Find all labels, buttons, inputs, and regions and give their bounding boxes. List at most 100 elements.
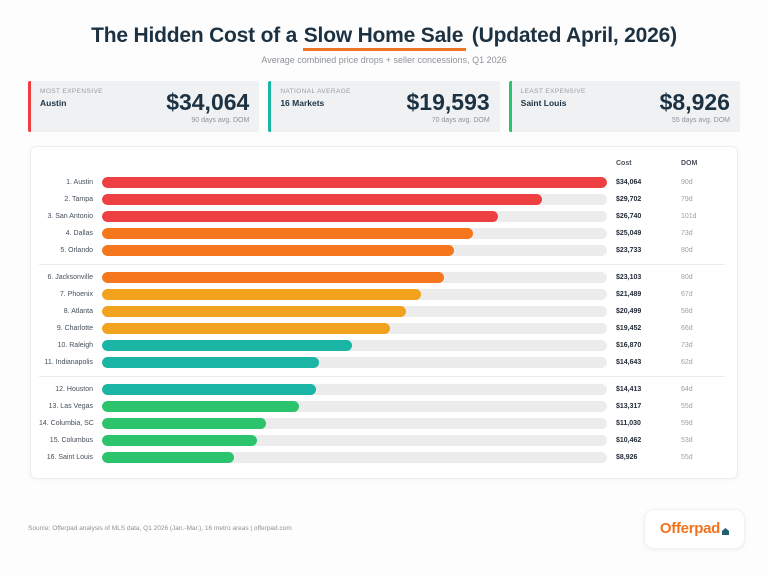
stat-card-value: $19,593 — [406, 88, 490, 115]
row-cost-value: $29,702 — [616, 196, 642, 203]
row-dom-value: 80d — [681, 247, 693, 254]
offerpad-logo-wordmark: Offerpad — [659, 520, 720, 537]
row-cost-value: $16,870 — [616, 342, 642, 349]
chart-row: 1. Austin $34,064 90d — [39, 174, 725, 191]
chart-rows: 1. Austin $34,064 90d 2. Tampa $29,702 79d 3. … — [39, 174, 725, 466]
chart-header: The Hidden Cost of a Slow Home Sale (Upd… — [0, 0, 768, 65]
bar-fill — [102, 289, 421, 300]
row-dom-value: 55d — [681, 403, 693, 410]
bar-fill — [102, 211, 499, 222]
bar-track — [102, 435, 607, 446]
bar-track — [102, 211, 607, 222]
bar-fill — [102, 384, 316, 395]
bar-chart-panel: Cost DOM 1. Austin $34,064 90d 2. Tampa $29,… — [30, 146, 738, 479]
row-dom-value: 73d — [681, 342, 693, 349]
row-cost-value: $14,413 — [616, 386, 642, 393]
group-divider — [39, 376, 725, 377]
row-dom-value: 64d — [681, 386, 693, 393]
stat-card-value: $34,064 — [166, 88, 250, 115]
bar-track — [102, 306, 607, 317]
row-dom-value: 55d — [681, 454, 693, 461]
row-cost-value: $14,643 — [616, 359, 642, 366]
chart-row: 16. Saint Louis $8,926 55d — [39, 449, 725, 466]
row-cost-value: $34,064 — [616, 179, 642, 186]
bar-fill — [102, 194, 543, 205]
chart-row: 8. Atlanta $20,499 58d — [39, 303, 725, 320]
row-cost-value: $13,317 — [616, 403, 642, 410]
title-pre: The Hidden Cost of a — [91, 24, 303, 47]
row-city-label: 8. Atlanta — [63, 308, 93, 315]
bar-track — [102, 340, 607, 351]
title-post: (Updated April, 2026) — [466, 24, 677, 47]
bar-track — [102, 401, 607, 412]
stat-card-sub: 55 days avg. DOM — [672, 116, 730, 124]
row-cost-value: $10,462 — [616, 437, 642, 444]
stat-card-label: NATIONAL AVERAGE — [280, 88, 351, 95]
row-city-label: 7. Phoenix — [59, 291, 93, 298]
chart-row: 6. Jacksonville $23,103 80d — [39, 269, 725, 286]
house-icon — [722, 528, 729, 535]
bar-fill — [102, 245, 454, 256]
bar-fill — [102, 401, 300, 412]
chart-row: 5. Orlando $23,733 80d — [39, 242, 725, 259]
bar-fill — [102, 418, 266, 429]
row-dom-value: 79d — [681, 196, 693, 203]
bar-fill — [102, 357, 320, 368]
row-city-label: 11. Indianapolis — [44, 359, 93, 366]
row-dom-value: 66d — [681, 325, 693, 332]
row-dom-value: 73d — [681, 230, 693, 237]
bar-fill — [102, 228, 474, 239]
offerpad-logo-card: Offerpad — [643, 509, 745, 549]
stat-card-text: LEAST EXPENSIVE Saint Louis — [521, 88, 586, 108]
row-cost-value: $26,740 — [616, 213, 642, 220]
bar-fill — [102, 272, 445, 283]
stat-card-most-expensive: MOST EXPENSIVE Austin $34,064 90 days av… — [28, 81, 260, 132]
bar-track — [102, 194, 607, 205]
bar-track — [102, 228, 607, 239]
bar-track — [102, 272, 607, 283]
row-city-label: 6. Jacksonville — [47, 274, 93, 281]
row-city-label: 4. Dallas — [65, 230, 93, 237]
stat-card-figures: $34,064 90 days avg. DOM — [166, 88, 250, 124]
chart-row: 7. Phoenix $21,489 67d — [39, 286, 725, 303]
stat-card-name: 16 Markets — [280, 98, 325, 108]
chart-column-headers: Cost DOM — [39, 155, 725, 171]
row-city-label: 14. Columbia, SC — [39, 420, 94, 427]
row-dom-value: 62d — [681, 359, 693, 366]
row-dom-value: 67d — [681, 291, 693, 298]
row-city-label: 15. Columbus — [49, 437, 93, 444]
row-city-label: 9. Charlotte — [56, 325, 93, 332]
bar-fill — [102, 306, 406, 317]
column-header-cost: Cost — [616, 159, 632, 167]
row-cost-value: $23,103 — [616, 274, 642, 281]
row-dom-value: 58d — [681, 308, 693, 315]
title-underlined: Slow Home Sale — [302, 24, 467, 51]
row-city-label: 2. Tampa — [64, 196, 93, 203]
row-city-label: 13. Las Vegas — [48, 403, 93, 410]
group-divider — [39, 264, 725, 265]
chart-row: 13. Las Vegas $13,317 55d — [39, 398, 725, 415]
page-title: The Hidden Cost of a Slow Home Sale (Upd… — [0, 24, 768, 51]
source-note: Source: Offerpad analysis of MLS data, Q… — [28, 525, 292, 532]
row-cost-value: $20,499 — [616, 308, 642, 315]
chart-row: 10. Raleigh $16,870 73d — [39, 337, 725, 354]
stat-card-text: MOST EXPENSIVE Austin — [40, 88, 103, 108]
row-city-label: 12. Houston — [55, 386, 93, 393]
bar-fill — [102, 452, 235, 463]
bar-fill — [102, 340, 352, 351]
row-dom-value: 59d — [681, 420, 693, 427]
stat-card-label: LEAST EXPENSIVE — [520, 88, 586, 95]
stat-card-name: Saint Louis — [520, 98, 567, 108]
bar-track — [102, 245, 607, 256]
bar-fill — [102, 435, 258, 446]
stat-card-figures: $19,593 70 days avg. DOM — [406, 88, 490, 124]
stat-cards: MOST EXPENSIVE Austin $34,064 90 days av… — [28, 81, 740, 132]
row-city-label: 1. Austin — [66, 179, 93, 186]
bar-fill — [102, 323, 391, 334]
row-dom-value: 101d — [681, 213, 697, 220]
row-city-label: 5. Orlando — [60, 247, 93, 254]
chart-row: 12. Houston $14,413 64d — [39, 381, 725, 398]
page-subtitle: Average combined price drops + seller co… — [261, 55, 507, 65]
bar-track — [102, 357, 607, 368]
stat-card-sub: 70 days avg. DOM — [431, 116, 490, 124]
